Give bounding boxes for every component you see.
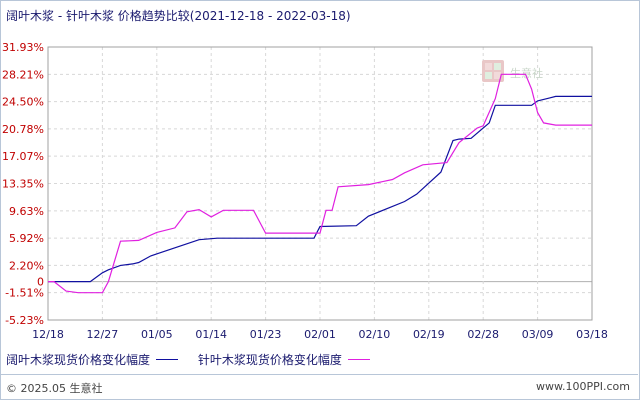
y-tick-label: 0 (37, 276, 44, 289)
x-tick-label: 12/27 (87, 328, 119, 341)
footer: © 2025.05 生意社 www.100PPI.com (0, 374, 638, 399)
watermark: 生意社 (482, 60, 543, 82)
x-tick-label: 12/18 (32, 328, 64, 341)
x-tick-label: 03/18 (576, 328, 608, 341)
y-tick-label: 17.07% (2, 150, 44, 163)
y-tick-label: 24.50% (2, 96, 44, 109)
y-tick-label: -1.51% (5, 287, 44, 300)
y-tick-label: 13.35% (2, 178, 44, 191)
plot-area (47, 46, 593, 321)
footer-copyright: © 2025.05 生意社 (6, 382, 103, 395)
x-tick-label: 03/09 (522, 328, 554, 341)
y-tick-label: 9.63% (9, 205, 44, 218)
x-tick-label: 01/14 (195, 328, 227, 341)
x-tick-label: 02/28 (467, 328, 499, 341)
y-tick-label: 20.78% (2, 123, 44, 136)
footer-website-link[interactable]: www.100PPI.com (536, 380, 630, 393)
series-line-hardwood (48, 95, 592, 283)
x-tick-label: 02/01 (304, 328, 336, 341)
y-tick-label: 5.92% (9, 232, 44, 245)
y-tick-label: 2.20% (9, 259, 44, 272)
y-tick-label: 28.21% (2, 68, 44, 81)
legend-swatch-hardwood (156, 359, 179, 360)
x-tick-label: 01/23 (250, 328, 282, 341)
series-line-softwood (48, 73, 592, 294)
watermark-logo-icon (482, 60, 504, 82)
watermark-text: 生意社 (510, 66, 543, 80)
legend-item-softwood: 针叶木浆现货价格变化幅度 (198, 351, 370, 368)
legend-label-softwood: 针叶木浆现货价格变化幅度 (197, 353, 342, 367)
y-tick-label: -5.23% (5, 314, 44, 327)
y-tick-label: 31.93% (2, 41, 44, 54)
legend-item-hardwood: 阔叶木浆现货价格变化幅度 (6, 351, 179, 368)
x-tick-label: 01/05 (141, 328, 173, 341)
x-tick-label: 02/10 (359, 328, 391, 341)
chart-title: 阔叶木浆 - 针叶木浆 价格趋势比较(2021-12-18 - 2022-03-… (6, 9, 351, 23)
legend-swatch-softwood (347, 359, 370, 360)
legend-label-hardwood: 阔叶木浆现货价格变化幅度 (6, 353, 151, 367)
x-tick-label: 02/19 (413, 328, 445, 341)
legend: 阔叶木浆现货价格变化幅度 针叶木浆现货价格变化幅度 (6, 351, 386, 368)
